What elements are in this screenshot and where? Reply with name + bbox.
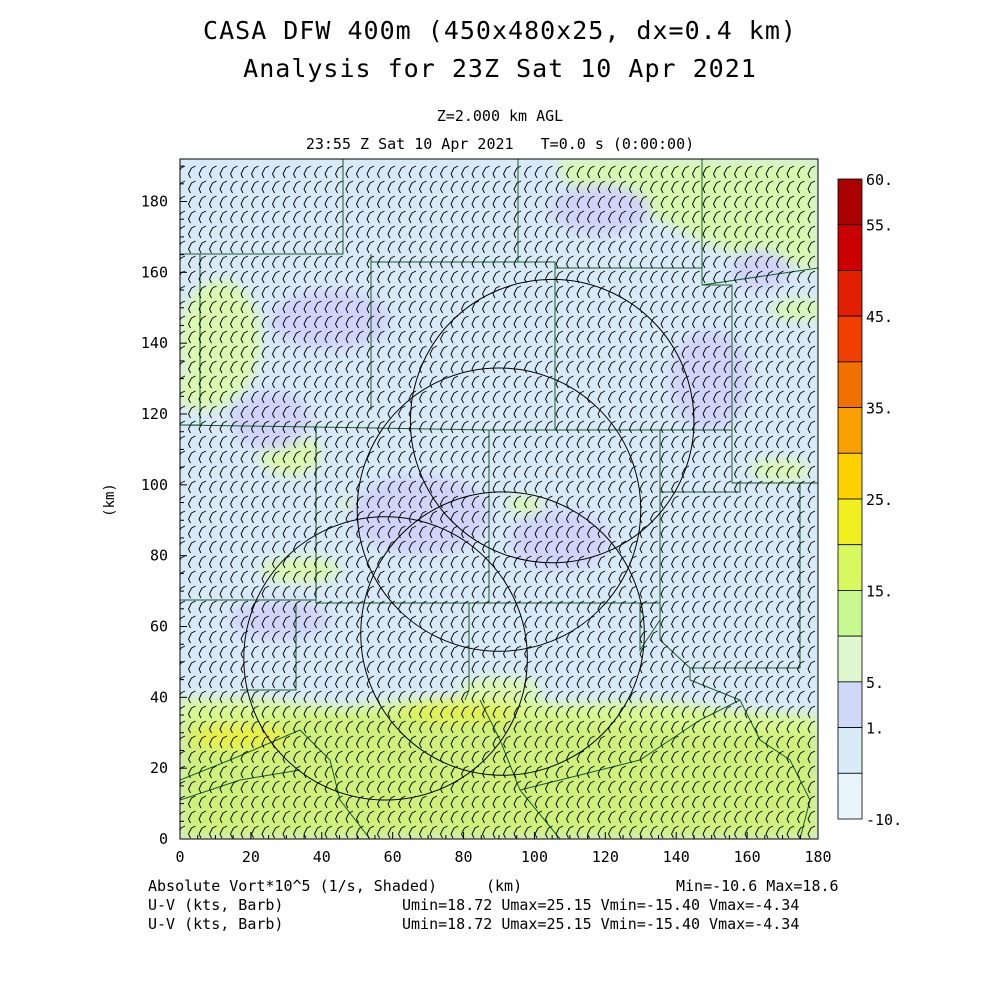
x-tick-label: 20: [242, 848, 260, 866]
x-tick-label: 60: [384, 848, 402, 866]
colorbar-label: 55.: [866, 217, 893, 235]
colorbar-segment: [837, 407, 863, 454]
colorbar-segment: [837, 544, 863, 591]
x-tick-label: 0: [175, 848, 184, 866]
y-tick-label: 80: [150, 547, 168, 565]
x-axis: 0 20 40 60 80 100 120 140 160 180: [175, 832, 832, 866]
y-tick-label: 120: [141, 405, 168, 423]
colorbar-segment: [837, 270, 863, 317]
x-tick-label: 120: [592, 848, 619, 866]
radar-ring: [409, 278, 695, 564]
x-tick-label: 100: [521, 848, 548, 866]
plot-area: [180, 159, 818, 839]
radar-range-rings: [243, 278, 695, 801]
barb-label-2: U-V (kts, Barb): [148, 915, 284, 933]
y-tick-label: 60: [150, 618, 168, 636]
radar-ring: [356, 367, 642, 652]
min-max-label: Min=-10.6 Max=18.6: [676, 877, 839, 895]
colorbar-segment: [837, 498, 863, 546]
y-tick-label: 40: [150, 688, 168, 706]
barb-stats-1: Umin=18.72 Umax=25.15 Vmin=-15.40 Vmax=-…: [402, 896, 800, 914]
x-tick-label: 180: [804, 848, 831, 866]
barb-stats-2: Umin=18.72 Umax=25.15 Vmin=-15.40 Vmax=-…: [402, 915, 800, 933]
colorbar: 60. 55. 45. 35. 25. 15. 5. 1. -10.: [837, 171, 902, 829]
x-tick-label: 80: [455, 848, 473, 866]
x-tick-label: 140: [663, 848, 690, 866]
x-axis-label: (km): [486, 877, 523, 895]
y-tick-label: 0: [159, 830, 168, 848]
colorbar-label: 60.: [866, 171, 893, 189]
level-label: Z=2.000 km AGL: [436, 107, 564, 125]
field-label: Absolute Vort*10^5 (1/s, Shaded): [148, 877, 437, 895]
colorbar-label: 5.: [866, 674, 884, 692]
colorbar-segment: [837, 452, 863, 500]
colorbar-segment: [837, 361, 863, 408]
x-tick-label: 160: [734, 848, 761, 866]
colorbar-segment: [837, 315, 863, 363]
colorbar-segment: [837, 772, 863, 820]
colorbar-label: 25.: [866, 491, 893, 509]
y-tick-label: 180: [141, 193, 168, 211]
title-line2: Analysis for 23Z Sat 10 Apr 2021: [243, 54, 757, 83]
radar-ring: [243, 516, 528, 801]
y-axis-label: (km): [102, 483, 118, 517]
y-tick-label: 140: [141, 334, 168, 352]
colorbar-segment: [837, 727, 863, 774]
time-label: 23:55 Z Sat 10 Apr 2021 T=0.0 s (0:00:00…: [305, 135, 695, 153]
colorbar-segment: [837, 224, 863, 271]
y-tick-label: 160: [141, 263, 168, 281]
county-boundaries: [180, 159, 818, 839]
colorbar-segment: [837, 635, 863, 683]
colorbar-label: 1.: [866, 720, 884, 738]
colorbar-label: 45.: [866, 308, 893, 326]
y-tick-label: 100: [141, 476, 168, 494]
title-line1: CASA DFW 400m (450x480x25, dx=0.4 km): [203, 16, 797, 45]
radar-ring: [360, 491, 645, 776]
colorbar-segment: [837, 178, 863, 226]
y-axis: 0 20 40 60 80 100 120 140 160 180: [141, 165, 187, 848]
barb-label-1: U-V (kts, Barb): [148, 896, 284, 914]
colorbar-segment: [837, 681, 863, 728]
colorbar-label: -10.: [866, 811, 902, 829]
y-tick-label: 20: [150, 759, 168, 777]
colorbar-segment: [837, 590, 863, 637]
colorbar-label: 35.: [866, 400, 893, 418]
colorbar-label: 15.: [866, 582, 893, 600]
x-tick-label: 40: [313, 848, 331, 866]
